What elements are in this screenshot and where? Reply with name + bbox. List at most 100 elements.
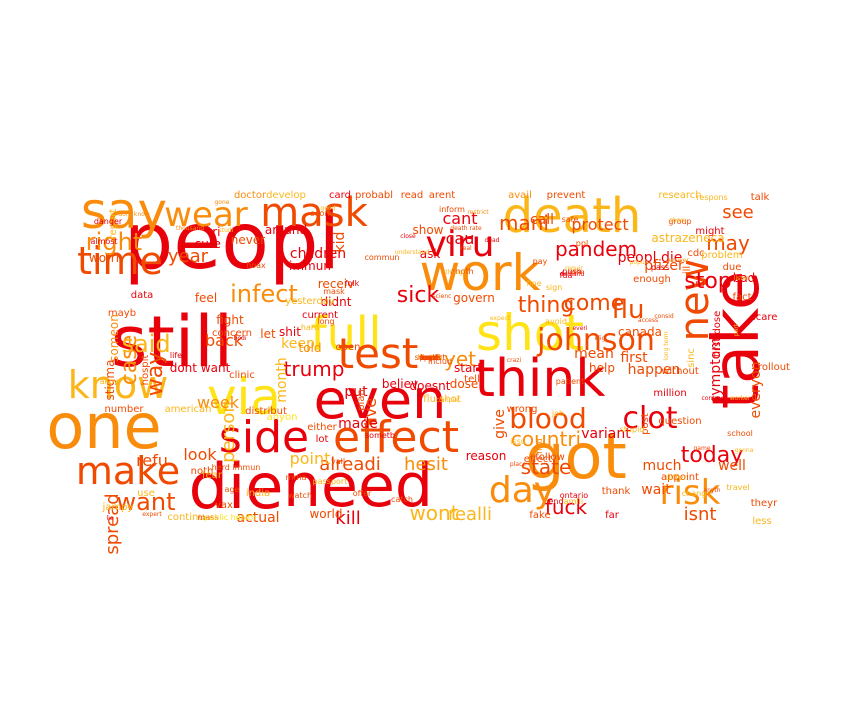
word-respons: respons	[696, 193, 727, 202]
word-famili: famili	[561, 497, 583, 506]
word-requir: requir	[565, 265, 583, 272]
word-take: take	[700, 271, 774, 409]
word-work: work	[420, 244, 541, 302]
word-age: age	[225, 485, 240, 494]
word-state: state	[521, 455, 572, 479]
word-rollout: rollout	[758, 362, 790, 373]
word-probabl: probabl	[355, 190, 393, 201]
word-talk: talk	[751, 192, 770, 203]
word-follow: follow	[535, 452, 565, 463]
word-demand: demand	[560, 271, 585, 278]
word-hesit: hesit	[404, 454, 448, 475]
word-life: life	[170, 351, 182, 360]
word-fda: fda	[560, 271, 573, 280]
word-astrazeneca: astrazeneca	[651, 231, 724, 245]
word-yesterday: yesterday	[285, 296, 335, 307]
word-gone: gone	[215, 199, 230, 206]
word-fear: fear	[202, 470, 223, 481]
word-day: day	[489, 470, 555, 511]
word-care: care	[421, 353, 438, 362]
word-infect: infect	[230, 280, 298, 308]
word-prevent: prevent	[547, 190, 586, 201]
word-read: read	[401, 190, 424, 201]
word-real: real	[460, 245, 472, 252]
word-inform: inform	[439, 205, 465, 214]
word-year: year	[168, 246, 209, 267]
word-sign: sign	[546, 283, 563, 292]
word-death: death	[503, 188, 642, 244]
word-worri: worri	[89, 251, 119, 265]
word-yet: yet	[444, 347, 476, 371]
word-good: good	[321, 205, 336, 212]
word-doctor: doctor	[234, 190, 267, 201]
word-answer: answer	[667, 257, 689, 264]
word-keep: keep	[281, 336, 315, 352]
word-johnson: johnson	[536, 323, 655, 358]
word-without: without	[661, 366, 699, 377]
word-got: got	[525, 420, 627, 493]
word-sinc: sinc	[686, 348, 697, 368]
word-wrong: wrong	[507, 404, 538, 415]
word-though: though	[445, 269, 466, 276]
word-due: due	[723, 262, 742, 273]
word-issu: issu	[510, 437, 526, 446]
word-effect: effect	[524, 454, 553, 465]
word-right: right	[86, 228, 142, 256]
word-lie: lie	[106, 515, 113, 522]
word-cost: cost	[422, 353, 439, 362]
word-fail: fail	[695, 281, 704, 288]
word-mrna: mrna	[286, 473, 307, 482]
word-distribut: distribut	[245, 406, 287, 417]
word-world: world	[309, 507, 342, 521]
word-crazi: crazi	[507, 357, 522, 364]
word-everyon: everyon	[748, 362, 764, 419]
word-studi: studi	[219, 227, 234, 234]
word-death-rate: death rate	[450, 225, 482, 232]
word-wont: wont	[409, 501, 458, 525]
word-commun: commun	[364, 253, 399, 262]
word-still: still	[111, 301, 233, 383]
word-wear: wear	[164, 195, 248, 235]
word-vax: vax	[215, 500, 233, 511]
word-includ: includ	[428, 357, 452, 366]
word-sure: sure	[195, 237, 221, 251]
word-enough: enough	[633, 274, 671, 285]
word-lot: lot	[316, 434, 329, 445]
word-patient: patient	[556, 377, 584, 386]
word-need: need	[283, 451, 433, 521]
word-made: made	[338, 416, 378, 432]
word-doesnt: doesnt	[410, 379, 451, 393]
word-variant: variant	[581, 426, 631, 442]
word-ask: ask	[420, 247, 441, 261]
word-one: one	[46, 390, 161, 463]
word-chang: chang	[682, 489, 707, 498]
word-miss: miss	[133, 259, 147, 266]
word-report: report	[108, 209, 119, 240]
word-long: long	[317, 317, 334, 326]
word-restrict: restrict	[467, 209, 489, 216]
word-place: place	[510, 461, 526, 468]
word-far: far	[605, 510, 620, 521]
word-popul: popul	[630, 259, 647, 266]
word-first: first	[620, 350, 648, 366]
word-dose: dose	[450, 377, 479, 391]
word-come: come	[564, 291, 625, 316]
word-develop: develop	[266, 190, 306, 201]
word-least: least	[420, 353, 439, 362]
word-alreadi: alreadi	[319, 454, 381, 475]
word-catch: catch	[391, 495, 413, 504]
word-refu: refu	[136, 451, 168, 470]
word-fact: fact	[732, 292, 751, 303]
word-shit: shit	[279, 325, 301, 339]
word-folk: folk	[345, 279, 360, 288]
word-million: million	[653, 388, 686, 399]
word-danger: danger	[94, 217, 123, 226]
word-noth: noth	[191, 466, 214, 477]
word-long-term: long term	[663, 331, 670, 360]
word-anoth: anoth	[450, 267, 473, 276]
word-data: data	[131, 290, 154, 301]
word-trump: trump	[284, 357, 345, 381]
word-card: card	[329, 190, 351, 201]
